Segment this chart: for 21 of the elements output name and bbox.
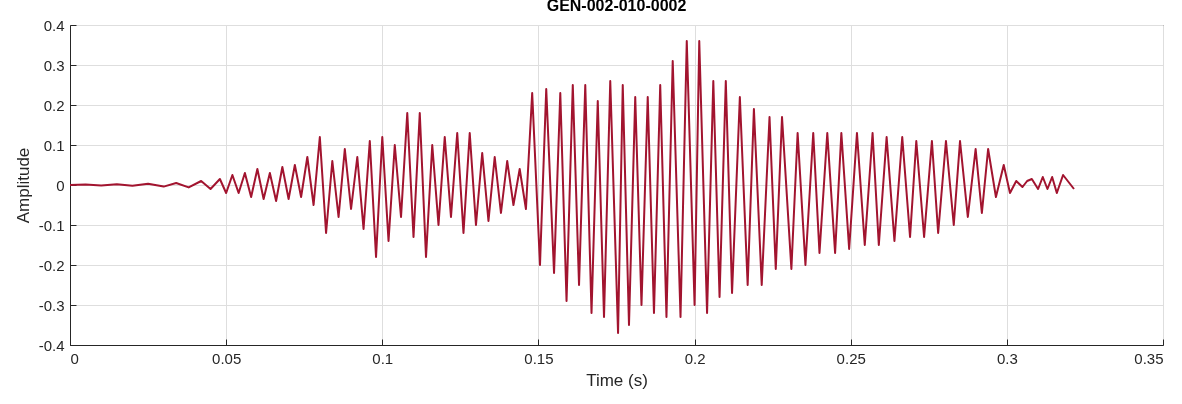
y-tick-label: 0.4 <box>43 16 65 34</box>
y-tick-label: 0 <box>56 176 65 194</box>
x-axis-title: Time (s) <box>586 370 648 390</box>
y-tick-label: 0.2 <box>43 96 65 114</box>
y-tick-label: -0.3 <box>38 296 65 314</box>
x-tick-label: 0.05 <box>212 349 242 367</box>
x-tick-label: 0.35 <box>1134 349 1164 367</box>
line-series <box>70 40 1075 334</box>
y-tick-label: 0.3 <box>43 56 65 74</box>
x-tick-label: 0.3 <box>996 349 1018 367</box>
y-tick-label: -0.4 <box>38 336 65 354</box>
x-tick-label: 0.2 <box>684 349 706 367</box>
chart-title: GEN-002-010-0002 <box>546 0 687 14</box>
x-tick-label: 0.15 <box>524 349 554 367</box>
y-tick-label: -0.1 <box>38 216 65 234</box>
y-tick-label: 0.1 <box>43 136 65 154</box>
x-tick-label: 0 <box>70 349 79 367</box>
x-tick-label: 0.25 <box>836 349 866 367</box>
x-tick-label: 0.1 <box>372 349 394 367</box>
y-tick-label: -0.2 <box>38 256 65 274</box>
y-axis-title: Amplitude <box>13 147 33 224</box>
